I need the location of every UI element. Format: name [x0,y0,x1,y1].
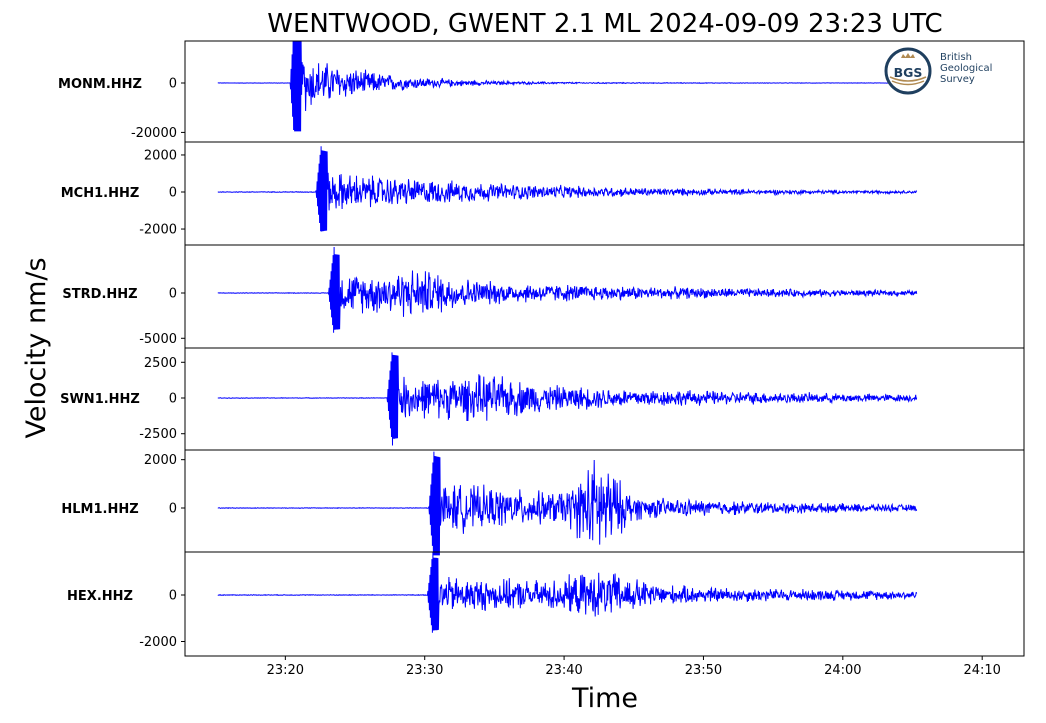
station-label: MONM.HHZ [58,77,142,92]
y-tick-label: -2000 [139,223,177,238]
logo-line-3: Survey [940,74,975,85]
waveform-line [217,451,918,556]
x-tick-label: 23:30 [406,663,443,678]
waveform-line [217,41,917,132]
station-label: STRD.HHZ [62,287,137,302]
station-label: HLM1.HHZ [61,502,138,517]
logo-line-2: Geological [940,63,993,74]
waveform-line [217,146,918,232]
x-axis-label: Time [571,683,638,714]
y-tick-label: 2000 [144,453,177,468]
y-tick-label: -20000 [131,126,177,141]
trace-panel-mch1-hhz: 2000 0 -2000 MCH1.HHZ [61,141,1025,246]
bgs-emblem-icon: BGS [884,47,932,95]
bgs-name-text: British Geological Survey [940,52,992,85]
y-tick-label: 0 [169,186,177,201]
y-tick-label: -5000 [139,332,177,347]
y-tick-label: 0 [169,589,177,604]
logo-line-1: British [940,52,972,63]
trace-panel-strd-hhz: 0 -5000 STRD.HHZ [62,244,1025,349]
y-tick-label: 2000 [144,148,177,163]
bgs-logo: BGS British Geological Survey [884,46,1004,98]
chart-title: WENTWOOD, GWENT 2.1 ML 2024-09-09 23:23 … [267,9,942,39]
waveform-line [217,552,918,633]
trace-panel-hex-hhz: 0 -2000 HEX.HHZ [67,551,1025,657]
x-tick-label: 24:10 [963,663,1000,678]
x-tick-label: 23:50 [685,663,722,678]
waveform-line [217,352,918,446]
y-tick-label: 0 [169,287,177,302]
trace-panels: 0-20000MONM.HHZ20000-2000MCH1.HHZ0-5000S… [58,40,1025,657]
trace-panel-monm-hhz: 0 -20000 MONM.HHZ [58,40,1025,143]
x-tick-label: 23:40 [545,663,582,678]
panel-frame [184,551,1025,657]
station-label: SWN1.HHZ [60,392,140,407]
y-tick-label: -2000 [139,635,177,650]
y-tick-label: 2500 [144,356,177,371]
trace-panel-hlm1-hhz: 2000 0 HLM1.HHZ [61,449,1025,556]
panel-frame [184,244,1025,349]
y-tick-label: 0 [169,502,177,517]
svg-text:BGS: BGS [894,65,923,80]
waveform-line [217,246,918,333]
y-tick-label: -2500 [139,427,177,442]
x-axis-ticks: 23:20 23:30 23:40 23:50 24:00 24:10 [267,656,1001,678]
y-tick-label: 0 [169,77,177,92]
trace-panel-swn1-hhz: 2500 0 -2500 SWN1.HHZ [60,347,1025,451]
x-tick-label: 24:00 [824,663,861,678]
y-tick-label: 0 [169,392,177,407]
x-tick-label: 23:20 [267,663,304,678]
station-label: HEX.HHZ [67,589,133,604]
station-label: MCH1.HHZ [61,186,140,201]
y-axis-label: Velocity nm/s [21,257,52,438]
